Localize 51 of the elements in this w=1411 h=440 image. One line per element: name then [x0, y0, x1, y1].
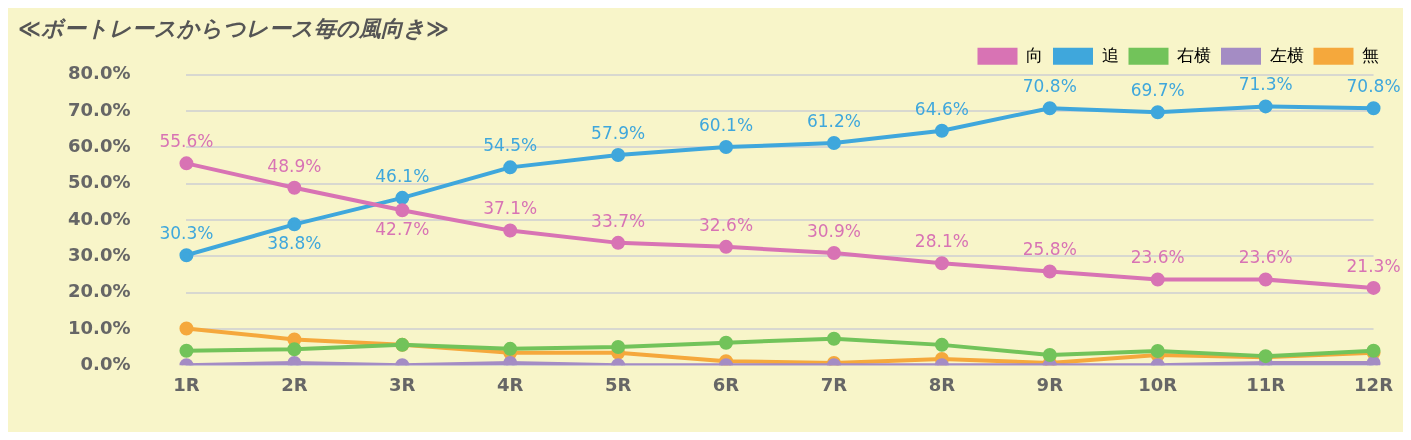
data-label: 30.3%	[159, 223, 214, 244]
y-tick-label: 10.0%	[67, 316, 131, 338]
chart-title: ≪ボートレースからつレース毎の風向き≫	[18, 15, 450, 43]
y-tick-label: 0.0%	[80, 352, 131, 374]
y-tick-label: 20.0%	[67, 280, 131, 302]
data-label: 25.8%	[1022, 239, 1077, 260]
y-tick-label: 40.0%	[67, 207, 131, 229]
y-tick-label: 60.0%	[67, 135, 131, 157]
data-label: 38.8%	[267, 233, 322, 254]
data-label: 21.3%	[1346, 255, 1401, 276]
x-tick-label: 7R	[820, 373, 848, 395]
data-label: 71.3%	[1238, 74, 1293, 95]
x-tick-label: 2R	[281, 373, 308, 395]
data-label: 69.7%	[1130, 80, 1185, 101]
legend-label: 右横	[1177, 44, 1211, 65]
data-label: 48.9%	[267, 155, 322, 176]
x-tick-label: 12R	[1354, 373, 1394, 395]
legend-label: 向	[1026, 44, 1043, 65]
data-label: 46.1%	[375, 165, 430, 186]
data-label: 55.6%	[159, 131, 214, 152]
data-label: 23.6%	[1130, 247, 1185, 268]
x-tick-label: 9R	[1036, 373, 1064, 395]
data-label: 57.9%	[591, 122, 646, 143]
data-label: 37.1%	[483, 198, 538, 219]
data-label: 70.8%	[1022, 76, 1077, 97]
x-tick-label: 8R	[928, 373, 956, 395]
data-label: 54.5%	[483, 135, 538, 156]
y-tick-label: 80.0%	[67, 62, 131, 84]
data-label: 28.1%	[914, 231, 969, 252]
x-tick-label: 11R	[1246, 373, 1286, 395]
legend-label: 左横	[1269, 44, 1304, 65]
legend-label: 追	[1101, 44, 1119, 65]
data-label: 23.6%	[1238, 247, 1293, 268]
data-label: 61.2%	[806, 110, 861, 131]
data-label: 60.1%	[699, 114, 754, 135]
x-tick-label: 5R	[604, 373, 632, 395]
x-tick-label: 6R	[712, 373, 740, 395]
data-label: 33.7%	[591, 210, 646, 231]
x-tick-label: 3R	[389, 373, 416, 395]
data-label: 30.9%	[806, 220, 861, 241]
y-tick-label: 70.0%	[67, 98, 131, 120]
data-label: 42.7%	[375, 219, 430, 240]
x-tick-label: 10R	[1138, 373, 1178, 395]
data-label: 32.6%	[699, 214, 754, 235]
legend-label: 無	[1362, 44, 1379, 65]
y-tick-label: 50.0%	[67, 171, 131, 193]
data-label: 64.6%	[914, 98, 969, 119]
data-label: 70.8%	[1346, 76, 1401, 97]
x-tick-label: 4R	[497, 373, 524, 395]
x-tick-label: 1R	[173, 373, 200, 395]
y-tick-label: 30.0%	[67, 243, 131, 265]
